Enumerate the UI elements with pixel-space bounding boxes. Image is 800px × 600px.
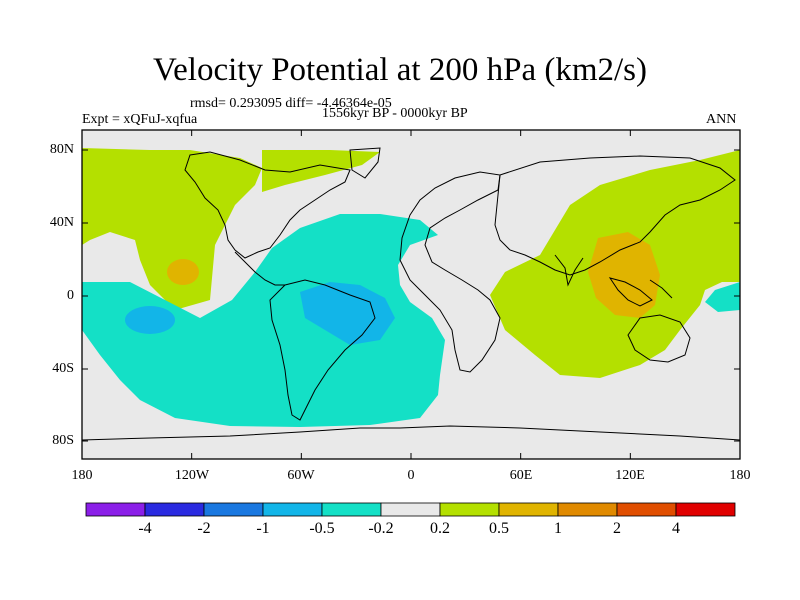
axis-ticks xyxy=(81,130,741,459)
colorbar-label: -4 xyxy=(138,520,152,537)
colorbar-swatch xyxy=(262,502,323,517)
contour-pos-north-pacific xyxy=(82,148,262,310)
colorbar-label: 1 xyxy=(554,520,562,537)
colorbar-swatch xyxy=(498,502,559,517)
contour-pos-mid-pacific xyxy=(167,259,199,285)
colorbar-label: -0.2 xyxy=(368,520,394,537)
lon-tick-label: 60E xyxy=(509,468,533,483)
lat-tick-label: 40S xyxy=(52,361,74,376)
lon-tick-label: 180 xyxy=(729,468,751,483)
lon-tick-label: 120W xyxy=(174,468,210,483)
lon-tick-label: 120E xyxy=(615,468,645,483)
contour-neg-atlantic xyxy=(82,214,445,427)
colorbar-swatch xyxy=(321,502,382,517)
colorbar-label: 0.5 xyxy=(489,520,509,537)
stats-label: rmsd= 0.293095 diff= -4.46364e-05 xyxy=(190,96,392,111)
chart-title: Velocity Potential at 200 hPa (km2/s) xyxy=(152,52,648,88)
contour-field xyxy=(82,130,740,459)
contour-neg-mid-amazon xyxy=(300,282,395,345)
colorbar xyxy=(85,502,736,517)
coastlines xyxy=(82,147,740,441)
colorbar-label: -0.5 xyxy=(309,520,335,537)
contour-neg-mid-south-pacific xyxy=(125,306,175,334)
colorbar-swatch xyxy=(675,502,736,517)
colorbar-swatch xyxy=(557,502,618,517)
colorbar-swatch xyxy=(439,502,500,517)
lat-tick-label: 40N xyxy=(49,215,74,230)
period-label: 1556kyr BP - 0000kyr BP xyxy=(322,106,468,121)
colorbar-swatch xyxy=(85,502,146,517)
contour-neg-east-edge xyxy=(705,282,740,312)
season-label: ANN xyxy=(706,112,737,127)
lat-tick-label: 80S xyxy=(52,433,74,448)
lon-tick-label: 180 xyxy=(71,468,93,483)
colorbar-label: -1 xyxy=(256,520,270,537)
lon-tick-label: 60W xyxy=(287,468,315,483)
experiment-label: Expt = xQFuJ-xqfua xyxy=(82,112,198,127)
lat-tick-label: 80N xyxy=(49,142,74,157)
colorbar-swatch xyxy=(616,502,677,517)
colorbar-label: 2 xyxy=(613,520,621,537)
lat-tick-label: 0 xyxy=(67,288,74,303)
lon-tick-label: 0 xyxy=(407,468,415,483)
colorbar-label: 4 xyxy=(672,520,680,537)
colorbar-swatch xyxy=(144,502,205,517)
colorbar-swatch xyxy=(380,502,441,517)
colorbar-label: 0.2 xyxy=(430,520,450,537)
colorbar-label: -2 xyxy=(197,520,211,537)
contour-pos-mid-maritime xyxy=(588,232,660,318)
contour-pos-north-pacific-east xyxy=(262,150,380,192)
colorbar-swatch xyxy=(203,502,264,517)
